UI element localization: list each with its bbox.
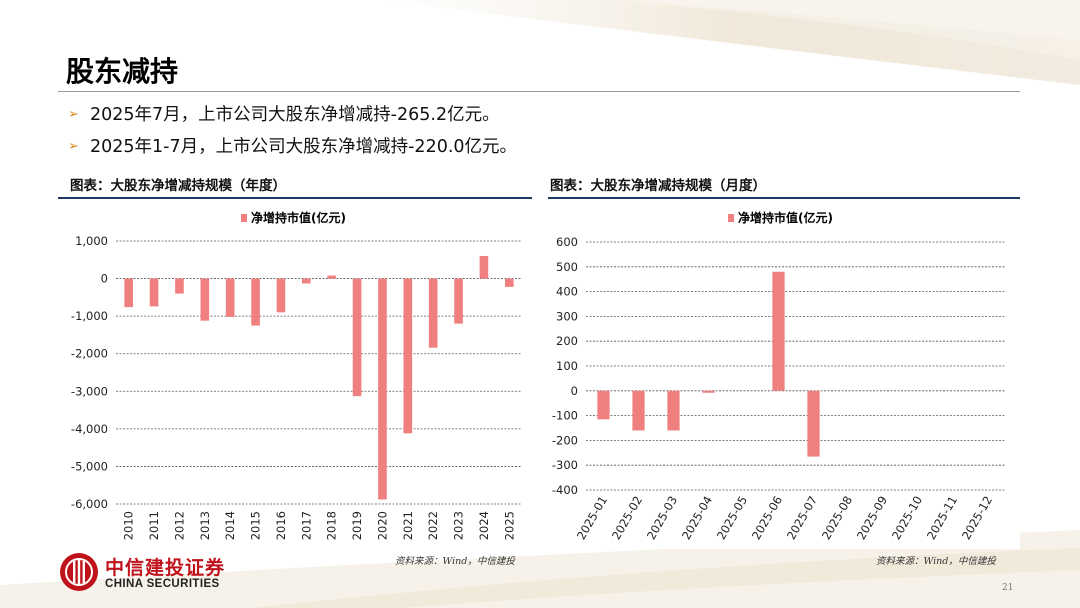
legend-swatch bbox=[241, 214, 247, 222]
bar bbox=[276, 278, 286, 313]
y-tick-label: -100 bbox=[552, 409, 578, 423]
y-tick-label: 100 bbox=[556, 359, 578, 373]
logo-name-cn: 中信建投证券 bbox=[105, 557, 226, 579]
legend: 净增持市值(亿元) bbox=[728, 210, 833, 225]
page-title: 股东减持 bbox=[66, 55, 179, 88]
bar bbox=[352, 278, 362, 397]
x-tick-label: 2021 bbox=[401, 511, 415, 540]
bar bbox=[378, 278, 387, 500]
x-tick-label: 2025-08 bbox=[819, 494, 855, 543]
x-tick-label: 2016 bbox=[274, 511, 288, 540]
y-tick-label: 1,000 bbox=[75, 234, 108, 248]
bar bbox=[428, 278, 438, 348]
logo-name-en: CHINA SECURITIES bbox=[105, 578, 220, 590]
x-tick-label: 2025-04 bbox=[679, 494, 715, 543]
y-tick-label: 500 bbox=[556, 260, 578, 274]
y-tick-label: -200 bbox=[552, 433, 578, 447]
x-tick-label: 2025-10 bbox=[889, 494, 925, 543]
x-tick-label: 2014 bbox=[223, 511, 237, 540]
x-tick-label: 2019 bbox=[350, 511, 364, 540]
y-tick-label: -300 bbox=[552, 458, 578, 472]
y-tick-label: 0 bbox=[571, 384, 578, 398]
x-tick-label: 2011 bbox=[147, 511, 161, 540]
x-tick-label: 2017 bbox=[299, 511, 313, 540]
bar bbox=[200, 278, 210, 321]
bar bbox=[175, 278, 184, 294]
bar bbox=[301, 278, 311, 284]
chart-caption-monthly: 图表：大股东净增减持规模（月度） bbox=[550, 178, 766, 194]
bullet-1-text: 2025年7月，上市公司大股东净增减持-265.2亿元。 bbox=[90, 105, 500, 125]
y-tick-label: -3,000 bbox=[71, 384, 108, 398]
bar bbox=[772, 271, 785, 391]
bullet-2: ➢ 2025年1-7月，上市公司大股东净增减持-220.0亿元。 bbox=[68, 133, 517, 158]
bar bbox=[504, 278, 514, 287]
x-tick-label: 2010 bbox=[122, 511, 136, 540]
bar bbox=[454, 278, 463, 324]
bar bbox=[124, 278, 134, 308]
arrow-bullet-icon: ➢ bbox=[68, 139, 79, 154]
monthly-bar-chart: 净增持市值(亿元) 600 500 400 300 200 100 0 -100 -200 -300… bbox=[548, 199, 1020, 549]
x-tick-label: 2012 bbox=[172, 511, 186, 540]
y-tick-label: 600 bbox=[556, 235, 578, 249]
source-note-monthly: 资料来源：Wind，中信建投 bbox=[876, 556, 996, 567]
source-note-annual: 资料来源：Wind，中信建投 bbox=[395, 556, 515, 567]
x-tick-label: 2015 bbox=[249, 511, 263, 540]
y-tick-label: 300 bbox=[556, 309, 578, 323]
annual-bar-chart: 净增持市值(亿元) 1,000 0 -1,000 -2,000 -3,000 -4,000 -… bbox=[58, 199, 532, 549]
bar bbox=[251, 278, 260, 326]
bullet-2-text: 2025年1-7月，上市公司大股东净增减持-220.0亿元。 bbox=[90, 137, 518, 157]
x-tick-label: 2025-07 bbox=[784, 494, 820, 543]
bar bbox=[597, 390, 610, 420]
chart-rule-annual bbox=[58, 197, 532, 199]
page-number: 21 bbox=[1002, 583, 1014, 593]
y-tick-label: 400 bbox=[556, 285, 578, 299]
x-tick-label: 2013 bbox=[198, 511, 212, 540]
x-tick-label: 2025-03 bbox=[644, 494, 680, 543]
x-tick-label: 2025-02 bbox=[609, 494, 645, 543]
bar bbox=[632, 390, 645, 431]
y-tick-label: -5,000 bbox=[71, 459, 108, 473]
y-tick-label: -1,000 bbox=[71, 309, 108, 323]
bullet-1: ➢ 2025年7月，上市公司大股东净增减持-265.2亿元。 bbox=[68, 101, 500, 126]
x-tick-label: 2018 bbox=[325, 511, 339, 540]
x-tick-label: 2020 bbox=[375, 511, 389, 540]
y-tick-label: -400 bbox=[552, 483, 578, 497]
chart-rule-monthly bbox=[548, 197, 1020, 199]
bar bbox=[327, 275, 337, 279]
legend-swatch bbox=[728, 214, 734, 222]
bar bbox=[149, 278, 159, 307]
bar bbox=[479, 256, 489, 279]
x-tick-label: 2023 bbox=[452, 511, 466, 540]
bar bbox=[702, 390, 715, 393]
bar bbox=[807, 390, 820, 457]
y-tick-label: 0 bbox=[101, 272, 108, 286]
bar bbox=[403, 278, 413, 434]
y-tick-label: 200 bbox=[556, 334, 578, 348]
title-divider bbox=[58, 91, 1020, 92]
x-tick-label: 2025-11 bbox=[924, 494, 960, 543]
y-tick-label: -2,000 bbox=[71, 347, 108, 361]
x-tick-label: 2025-01 bbox=[574, 494, 610, 543]
x-tick-label: 2025-12 bbox=[959, 494, 995, 543]
legend-label: 净增持市值(亿元) bbox=[251, 210, 346, 225]
legend: 净增持市值(亿元) bbox=[241, 210, 346, 225]
chart-caption-annual: 图表：大股东净增减持规模（年度） bbox=[70, 178, 286, 194]
x-tick-label: 2025-05 bbox=[714, 494, 750, 543]
x-tick-label: 2025-09 bbox=[854, 494, 890, 543]
bar bbox=[225, 278, 235, 317]
y-tick-label: -4,000 bbox=[71, 422, 108, 436]
x-tick-label: 2022 bbox=[426, 511, 440, 540]
y-tick-label: -6,000 bbox=[71, 497, 108, 511]
bar bbox=[667, 390, 680, 431]
x-tick-label: 2025 bbox=[502, 511, 516, 540]
x-tick-label: 2024 bbox=[477, 511, 491, 540]
arrow-bullet-icon: ➢ bbox=[68, 107, 79, 122]
legend-label: 净增持市值(亿元) bbox=[738, 210, 833, 225]
company-logo-icon bbox=[60, 553, 98, 591]
x-tick-label: 2025-06 bbox=[749, 494, 785, 543]
